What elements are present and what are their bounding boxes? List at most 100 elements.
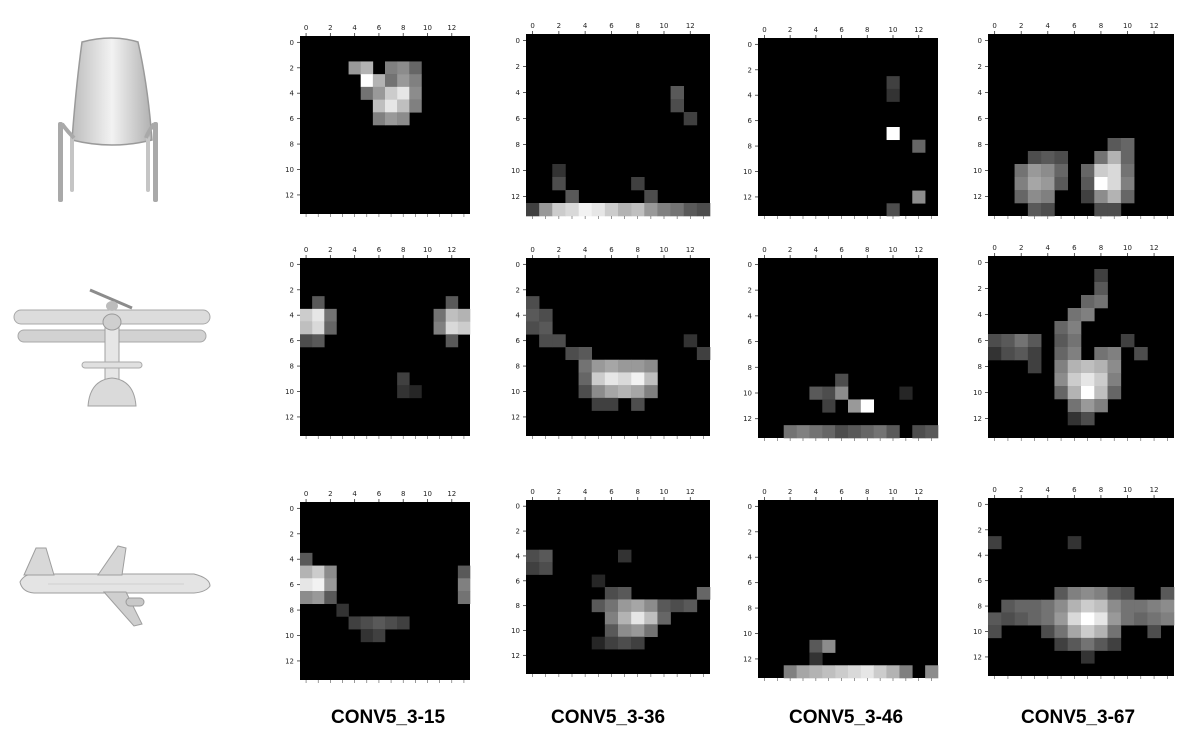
x-tick-label: 8: [865, 246, 869, 254]
y-tick-label: 0: [748, 261, 752, 269]
heatmap-cell: [886, 203, 900, 217]
heatmap-cell: [360, 86, 374, 100]
x-tick-label: 4: [583, 488, 588, 496]
heatmap-cell: [631, 397, 645, 411]
y-tick-label: 6: [516, 115, 521, 123]
heatmap-cell: [1094, 360, 1108, 374]
heatmap-cell: [385, 616, 398, 630]
heatmap-cell: [657, 203, 671, 217]
heatmap-cell: [1067, 599, 1082, 613]
heatmap-cell: [912, 139, 926, 153]
heatmap-cell: [397, 385, 410, 399]
heatmap-cell: [988, 334, 1002, 348]
x-tick-label: 2: [557, 488, 561, 496]
heatmap-cell: [445, 308, 459, 322]
x-tick-label: 8: [401, 246, 405, 254]
y-tick-label: 8: [290, 141, 294, 149]
heatmap-cell: [1014, 190, 1029, 204]
x-tick-label: 0: [304, 246, 308, 254]
heatmap-cell: [578, 359, 593, 373]
heatmap-cell: [1027, 151, 1042, 165]
heatmap-cell: [1081, 190, 1095, 204]
y-tick-label: 12: [973, 653, 982, 661]
heatmap-cell: [578, 372, 593, 386]
heatmap-chair-conv5_3-15: 0 0 2 2 4 4 6 6 8 8 10 10 12 12: [274, 18, 474, 223]
heatmap-cell: [848, 399, 862, 413]
heatmap-cell: [1027, 347, 1042, 361]
heatmap-cell: [385, 86, 398, 100]
heatmap-cell: [397, 372, 410, 386]
heatmap-cell: [822, 399, 836, 413]
heatmap-cell: [445, 296, 459, 310]
heatmap-cell: [1107, 360, 1122, 374]
heatmap-cell: [631, 636, 645, 650]
heatmap-background: [758, 500, 938, 678]
heatmap-cell: [385, 112, 398, 126]
heatmap-cell: [1067, 612, 1082, 626]
y-tick-label: 12: [511, 413, 520, 421]
heatmap-cell: [1014, 177, 1029, 191]
heatmap-cell: [683, 599, 698, 613]
heatmap-cell: [1054, 360, 1069, 374]
heatmap-cell: [565, 203, 579, 217]
heatmap-cell: [1027, 334, 1042, 348]
heatmap-cell: [1120, 190, 1135, 204]
heatmap-cell: [1107, 587, 1122, 601]
x-tick-label: 12: [686, 246, 695, 254]
y-tick-label: 10: [511, 167, 520, 175]
heatmap-cell: [683, 112, 698, 126]
heatmap-cell: [457, 591, 471, 605]
heatmap-cell: [1120, 177, 1135, 191]
x-tick-label: 4: [352, 24, 357, 32]
heatmap-cell: [1120, 164, 1135, 178]
x-tick-label: 2: [557, 22, 561, 30]
heatmap-cell: [457, 565, 471, 579]
heatmap-cell: [457, 321, 471, 335]
heatmap-cell: [1081, 612, 1095, 626]
biplane-image: [12, 282, 212, 412]
heatmap-biplane-conv5_3-15: 0 0 2 2 4 4 6 6 8 8 10 10 12 12: [274, 240, 474, 445]
heatmap-cell: [433, 321, 447, 335]
y-tick-label: 6: [748, 117, 753, 125]
y-tick-label: 0: [978, 259, 982, 267]
y-tick-label: 8: [748, 364, 752, 372]
y-tick-label: 8: [290, 607, 294, 615]
heatmap-cell: [1027, 164, 1042, 178]
x-tick-label: 2: [328, 490, 332, 498]
y-tick-label: 4: [290, 90, 295, 98]
heatmap-cell: [809, 386, 823, 400]
x-tick-label: 6: [839, 246, 844, 254]
y-tick-label: 10: [285, 166, 294, 174]
chair-image: [52, 36, 172, 206]
y-tick-label: 12: [511, 193, 520, 201]
heatmap-cell: [1107, 373, 1122, 387]
heatmap-cell: [860, 665, 875, 679]
y-tick-label: 4: [978, 552, 983, 560]
heatmap-cell: [670, 99, 685, 113]
x-tick-label: 8: [635, 246, 639, 254]
heatmap-cell: [899, 386, 913, 400]
heatmap-cell: [1041, 177, 1055, 191]
heatmap-cell: [618, 587, 632, 600]
column-label-conv5_3-36: CONV5_3-36: [550, 707, 666, 728]
heatmap-cell: [809, 665, 823, 679]
heatmap-cell: [1094, 587, 1108, 601]
x-tick-label: 2: [788, 488, 792, 496]
heatmap-cell: [912, 190, 926, 204]
heatmap-cell: [644, 190, 658, 204]
heatmap-cell: [385, 61, 398, 75]
heatmap-cell: [604, 397, 619, 411]
y-tick-label: 12: [973, 193, 982, 201]
heatmap-cell: [312, 296, 325, 310]
heatmap-chair-conv5_3-36: 0 0 2 2 4 4 6 6 8 8 10 10 12 12: [500, 16, 714, 225]
x-tick-label: 0: [530, 246, 534, 254]
heatmap-cell: [873, 425, 887, 439]
heatmap-cell: [312, 308, 325, 322]
heatmap-cell: [1107, 599, 1122, 613]
x-tick-label: 4: [814, 26, 819, 34]
heatmap-cell: [1107, 177, 1122, 191]
heatmap-cell: [591, 385, 606, 399]
heatmap-cell: [644, 611, 658, 625]
heatmap-cell: [578, 203, 593, 217]
heatmap-cell: [618, 599, 632, 613]
